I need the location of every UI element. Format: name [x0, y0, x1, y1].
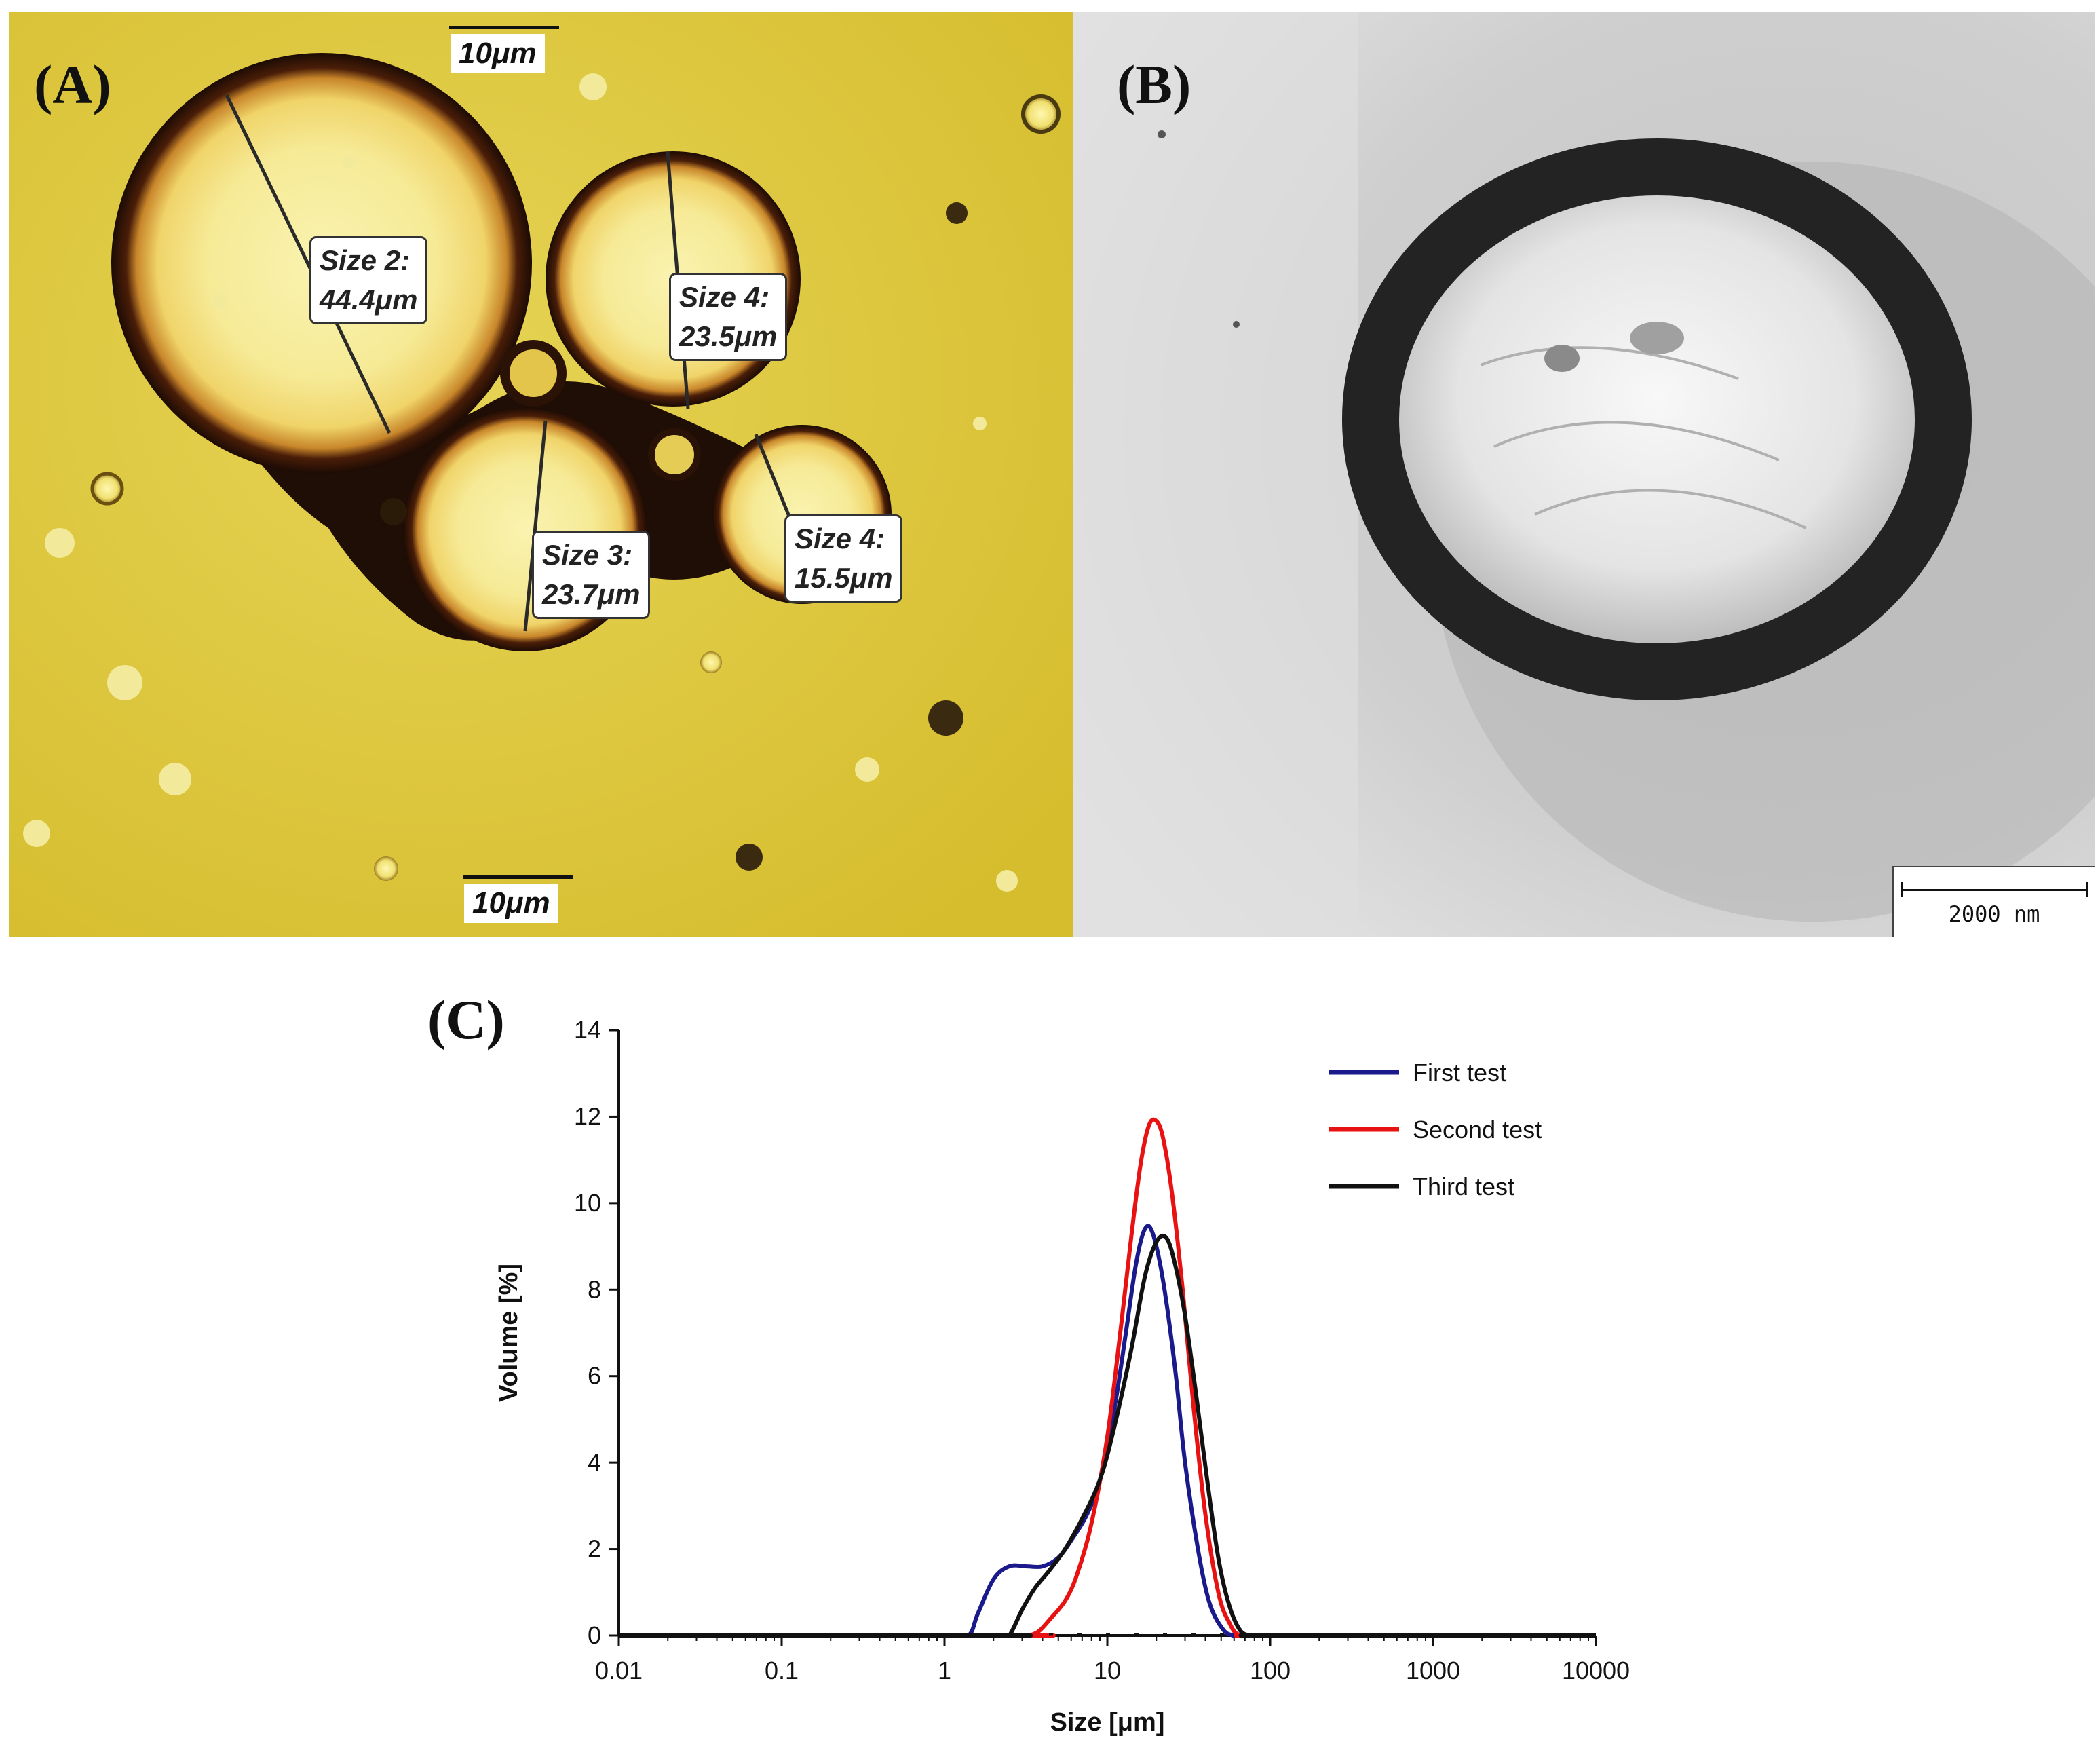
measurement-2-value: 23.5μm [679, 320, 778, 352]
y-tick-label: 10 [574, 1189, 601, 1217]
tem-scale-tick-left [1901, 882, 1903, 897]
y-tick-label: 0 [588, 1621, 601, 1649]
x-tick-label: 10000 [1562, 1657, 1630, 1684]
y-tick-label: 14 [574, 1016, 601, 1044]
panel-a-letter: (A) [34, 54, 111, 115]
panel-b-tem-image: (B) 2000 nm [1073, 12, 2095, 937]
tem-scale-bar [1901, 889, 2088, 891]
tem-scale-box: 2000 nm [1892, 866, 2095, 937]
panel-c-letter: (C) [427, 989, 505, 1051]
legend-label-3: Third test [1413, 1173, 1514, 1201]
chart-svg: (C) 0 2 4 6 8 10 12 14 0.01 0.1 1 10 100 1000 10000 Fi… [427, 989, 1630, 1737]
scale-label-top: 10μm [451, 34, 545, 73]
tem-image [1073, 12, 2095, 937]
tem-scale-label: 2000 nm [1948, 901, 2040, 927]
series-line-1 [619, 1224, 1596, 1638]
y-tick-label: 2 [588, 1535, 601, 1563]
y-tick-label: 6 [588, 1362, 601, 1390]
x-tick-label: 1 [938, 1657, 951, 1684]
measurement-4-value: 15.5μm [795, 562, 893, 594]
chart-series [619, 1117, 1596, 1638]
legend-label-2: Second test [1413, 1116, 1542, 1144]
measurement-label-4: Size 4: 15.5μm [784, 514, 903, 603]
panel-c-size-distribution-chart: (C) 0 2 4 6 8 10 12 14 0.01 0.1 1 10 100 1000 10000 Fi… [407, 977, 1764, 1751]
measurement-3-name: Size 3: [542, 539, 633, 571]
series-line-2 [619, 1117, 1596, 1638]
tem-scale-tick-right [2086, 882, 2088, 897]
measurement-3-value: 23.7μm [542, 578, 641, 610]
scale-label-bottom: 10μm [464, 884, 558, 923]
scale-bar-bottom [463, 875, 573, 879]
micrograph-image [9, 12, 1073, 937]
y-tick-label: 4 [588, 1448, 601, 1476]
measurement-4-name: Size 4: [795, 523, 885, 554]
x-axis-title: Size [μm] [1050, 1708, 1165, 1737]
measurement-label-2: Size 4: 23.5μm [669, 273, 788, 361]
x-tick-label: 0.01 [595, 1657, 643, 1684]
x-tick-label: 100 [1250, 1657, 1291, 1684]
panel-a-micrograph: (A) 10μm 10μm Size 2: 44.4μm Size 4: 23.… [9, 12, 1073, 937]
measurement-label-1: Size 2: 44.4μm [309, 236, 428, 324]
legend-label-1: First test [1413, 1059, 1506, 1087]
measurement-1-value: 44.4μm [320, 284, 418, 316]
panel-b-letter: (B) [1117, 54, 1191, 115]
x-tick-label: 0.1 [765, 1657, 799, 1684]
y-tick-label: 12 [574, 1102, 601, 1130]
x-tick-label: 1000 [1406, 1657, 1460, 1684]
measurement-label-3: Size 3: 23.7μm [532, 531, 651, 619]
measurement-2-name: Size 4: [679, 281, 770, 313]
series-line-3 [619, 1233, 1596, 1638]
measurement-1-name: Size 2: [320, 244, 411, 276]
y-tick-label: 8 [588, 1275, 601, 1303]
y-axis-title: Volume [%] [495, 1264, 523, 1402]
scale-bar-top [449, 26, 559, 29]
chart-legend: First test Second test Third test [1329, 1059, 1542, 1201]
x-tick-label: 10 [1094, 1657, 1121, 1684]
